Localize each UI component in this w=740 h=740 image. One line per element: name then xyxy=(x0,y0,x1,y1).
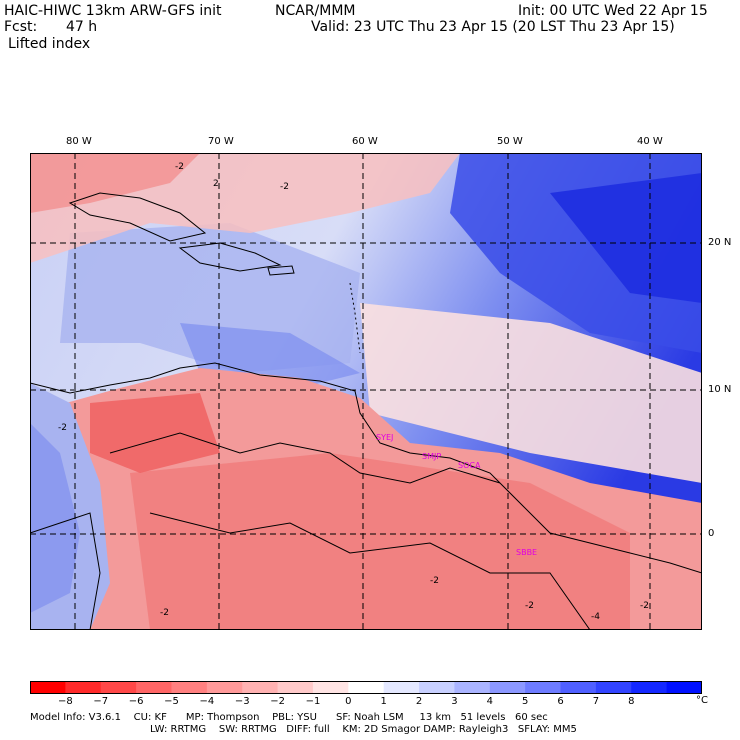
colorbar-swatch xyxy=(242,681,279,694)
colorbar-swatch xyxy=(348,681,385,694)
colorbar-tick-label: 1 xyxy=(380,696,387,707)
colorbar-frame xyxy=(30,681,702,694)
strongest-positive-area xyxy=(550,173,702,303)
contour-label: -2 xyxy=(640,601,649,611)
lat-label-20n: 20 N xyxy=(708,237,732,248)
colorbar-tick-label: −6 xyxy=(128,696,144,707)
lesser-antilles xyxy=(349,282,361,354)
lon-label-60w: 60 W xyxy=(352,136,378,147)
colorbar-tick-label: −5 xyxy=(164,696,179,707)
colorbar-tick-label: −7 xyxy=(93,696,109,707)
lon-label-40w: 40 W xyxy=(637,136,663,147)
colorbar-tick-label: −2 xyxy=(270,696,285,707)
pacific-coast xyxy=(29,512,101,631)
contour-label: -2 xyxy=(175,162,184,172)
colorbar-tick-label: 0 xyxy=(345,696,352,707)
organization-label: NCAR/MMM xyxy=(275,3,356,19)
station-label: SYEJ xyxy=(376,433,393,442)
colorbar-swatch xyxy=(100,681,137,694)
lon-label-80w: 80 W xyxy=(66,136,92,147)
lon-label-50w: 50 W xyxy=(497,136,523,147)
lat-label-10n: 10 N xyxy=(708,384,732,395)
colorbar-swatch xyxy=(171,681,208,694)
colombia-negative-core xyxy=(90,393,220,473)
atlantic-weak-negative xyxy=(360,303,702,483)
model-info-line-2: LW: RRTMG SW: RRTMG DIFF: full KM: 2D Sm… xyxy=(150,724,577,735)
colorbar-swatch xyxy=(454,681,491,694)
contour-label: -2 xyxy=(160,608,169,618)
contour-label: -2 xyxy=(430,576,439,586)
init-time: Init: 00 UTC Wed 22 Apr 15 xyxy=(518,3,708,19)
colorbar-tick-label: −1 xyxy=(305,696,321,707)
map-frame xyxy=(30,153,702,630)
contour-label: -4 xyxy=(591,612,600,622)
station-label: SOCA xyxy=(458,461,481,470)
colorbar-tick-label: 3 xyxy=(451,696,458,707)
cuba-outline xyxy=(68,192,207,242)
coastlines xyxy=(29,192,703,631)
forecast-hour: 47 h xyxy=(66,19,98,35)
colorbar-unit: °C xyxy=(696,695,708,706)
lon-label-70w: 70 W xyxy=(208,136,234,147)
valid-time: Valid: 23 UTC Thu 23 Apr 15 (20 LST Thu … xyxy=(311,19,675,35)
colorbar-swatch xyxy=(525,681,562,694)
colorbar-swatch xyxy=(30,681,66,694)
country-borders-north xyxy=(109,432,501,484)
puerto-rico-outline xyxy=(267,265,295,276)
contour-label: -2 xyxy=(58,423,67,433)
colorbar-tick-label: −4 xyxy=(199,696,215,707)
colorbar-tick-label: 5 xyxy=(521,696,529,707)
amazon-negative-core xyxy=(130,453,630,630)
colorbar-swatch xyxy=(65,681,102,694)
colorbar-swatch xyxy=(489,681,526,694)
contour-label: -2 xyxy=(280,182,289,192)
colorbar-swatch xyxy=(312,681,349,694)
lifted-index-map: -2 2 -2 -2 -2 -2 -2 -4 -2 SYEJ SMJP SOCA… xyxy=(29,153,703,631)
colorbar-swatch xyxy=(595,681,632,694)
colorbar-swatch xyxy=(419,681,455,694)
lat-lon-grid xyxy=(30,153,702,630)
colorbar-tick-label: 8 xyxy=(628,696,635,707)
station-label: SBBE xyxy=(516,548,537,557)
colorbar-tick-label: −8 xyxy=(57,696,73,707)
colorbar-swatch xyxy=(383,681,420,694)
lat-label-0: 0 xyxy=(708,528,715,539)
colorbar-tick-label: 6 xyxy=(557,696,564,707)
contour-label: 2 xyxy=(213,179,219,189)
colorbar-swatch xyxy=(666,681,702,694)
colorbar-tick-label: 2 xyxy=(415,696,423,707)
map-panel: -2 2 -2 -2 -2 -2 -2 -4 -2 SYEJ SMJP SOCA… xyxy=(29,153,703,631)
country-borders-south xyxy=(149,512,591,631)
colorbar-swatch xyxy=(206,681,243,694)
gulf-negative-area xyxy=(30,153,200,213)
colorbar-tick-label: −3 xyxy=(234,696,250,707)
colorbar-swatch xyxy=(560,681,597,694)
model-info-line-1: Model Info: V3.6.1 CU: KF MP: Thompson P… xyxy=(30,712,548,723)
colorbar-swatch xyxy=(136,681,172,694)
pacific-positive-core xyxy=(30,423,80,613)
contour-label: -2 xyxy=(525,601,534,611)
station-label: SMJP xyxy=(422,452,441,461)
colorbar xyxy=(30,681,702,694)
colorbar-swatch xyxy=(277,681,314,694)
south-america-coast xyxy=(29,362,703,574)
colorbar-tick-label: 4 xyxy=(486,696,493,707)
colorbar-tick-label: 7 xyxy=(592,696,600,707)
model-title: HAIC-HIWC 13km ARW-GFS init xyxy=(4,3,222,19)
forecast-label: Fcst: xyxy=(4,19,38,35)
colorbar-swatch xyxy=(631,681,668,694)
field-name: Lifted index xyxy=(8,36,91,52)
